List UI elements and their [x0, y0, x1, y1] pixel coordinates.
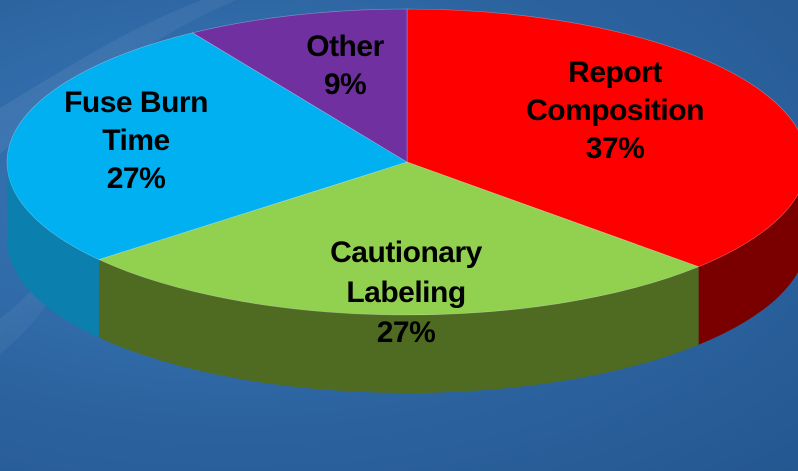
slice-label-line: Cautionary	[330, 236, 483, 269]
pie-slice-fuse-burn-time	[6, 32, 408, 260]
slice-label-other: Other 9%	[306, 30, 384, 101]
slice-label-fuse-burn-time: Fuse Burn Time 27%	[64, 86, 208, 195]
slice-label-line: Time	[102, 124, 169, 157]
slice-label-cautionary-labeling: Cautionary Labeling 27%	[330, 236, 483, 349]
pie-slice-cautionary-labeling	[97, 161, 700, 316]
slice-label-line: Labeling	[346, 276, 465, 309]
pie-slice-other	[191, 8, 408, 163]
pie-side-cautionary-labeling	[98, 259, 699, 394]
slice-label-report-composition: Report Composition 37%	[526, 56, 704, 165]
slice-label-line: 27%	[107, 162, 166, 195]
pie-slice-report-composition	[406, 8, 798, 268]
slice-label-line: Other	[306, 30, 384, 63]
pie-side-report-composition	[698, 194, 798, 345]
slice-label-line: Report	[568, 56, 662, 89]
slice-labels: Report Composition 37% Cautionary Labeling 27…	[64, 30, 704, 349]
pie-slices	[6, 8, 798, 316]
pie-side-fuse-burn-time	[7, 162, 99, 338]
slice-label-line: 37%	[586, 132, 645, 165]
slice-label-line: 27%	[377, 316, 436, 349]
slice-label-line: Composition	[526, 94, 704, 127]
slice-label-line: 9%	[324, 68, 366, 101]
pie-sides	[7, 162, 798, 394]
slice-label-line: Fuse Burn	[64, 86, 208, 119]
